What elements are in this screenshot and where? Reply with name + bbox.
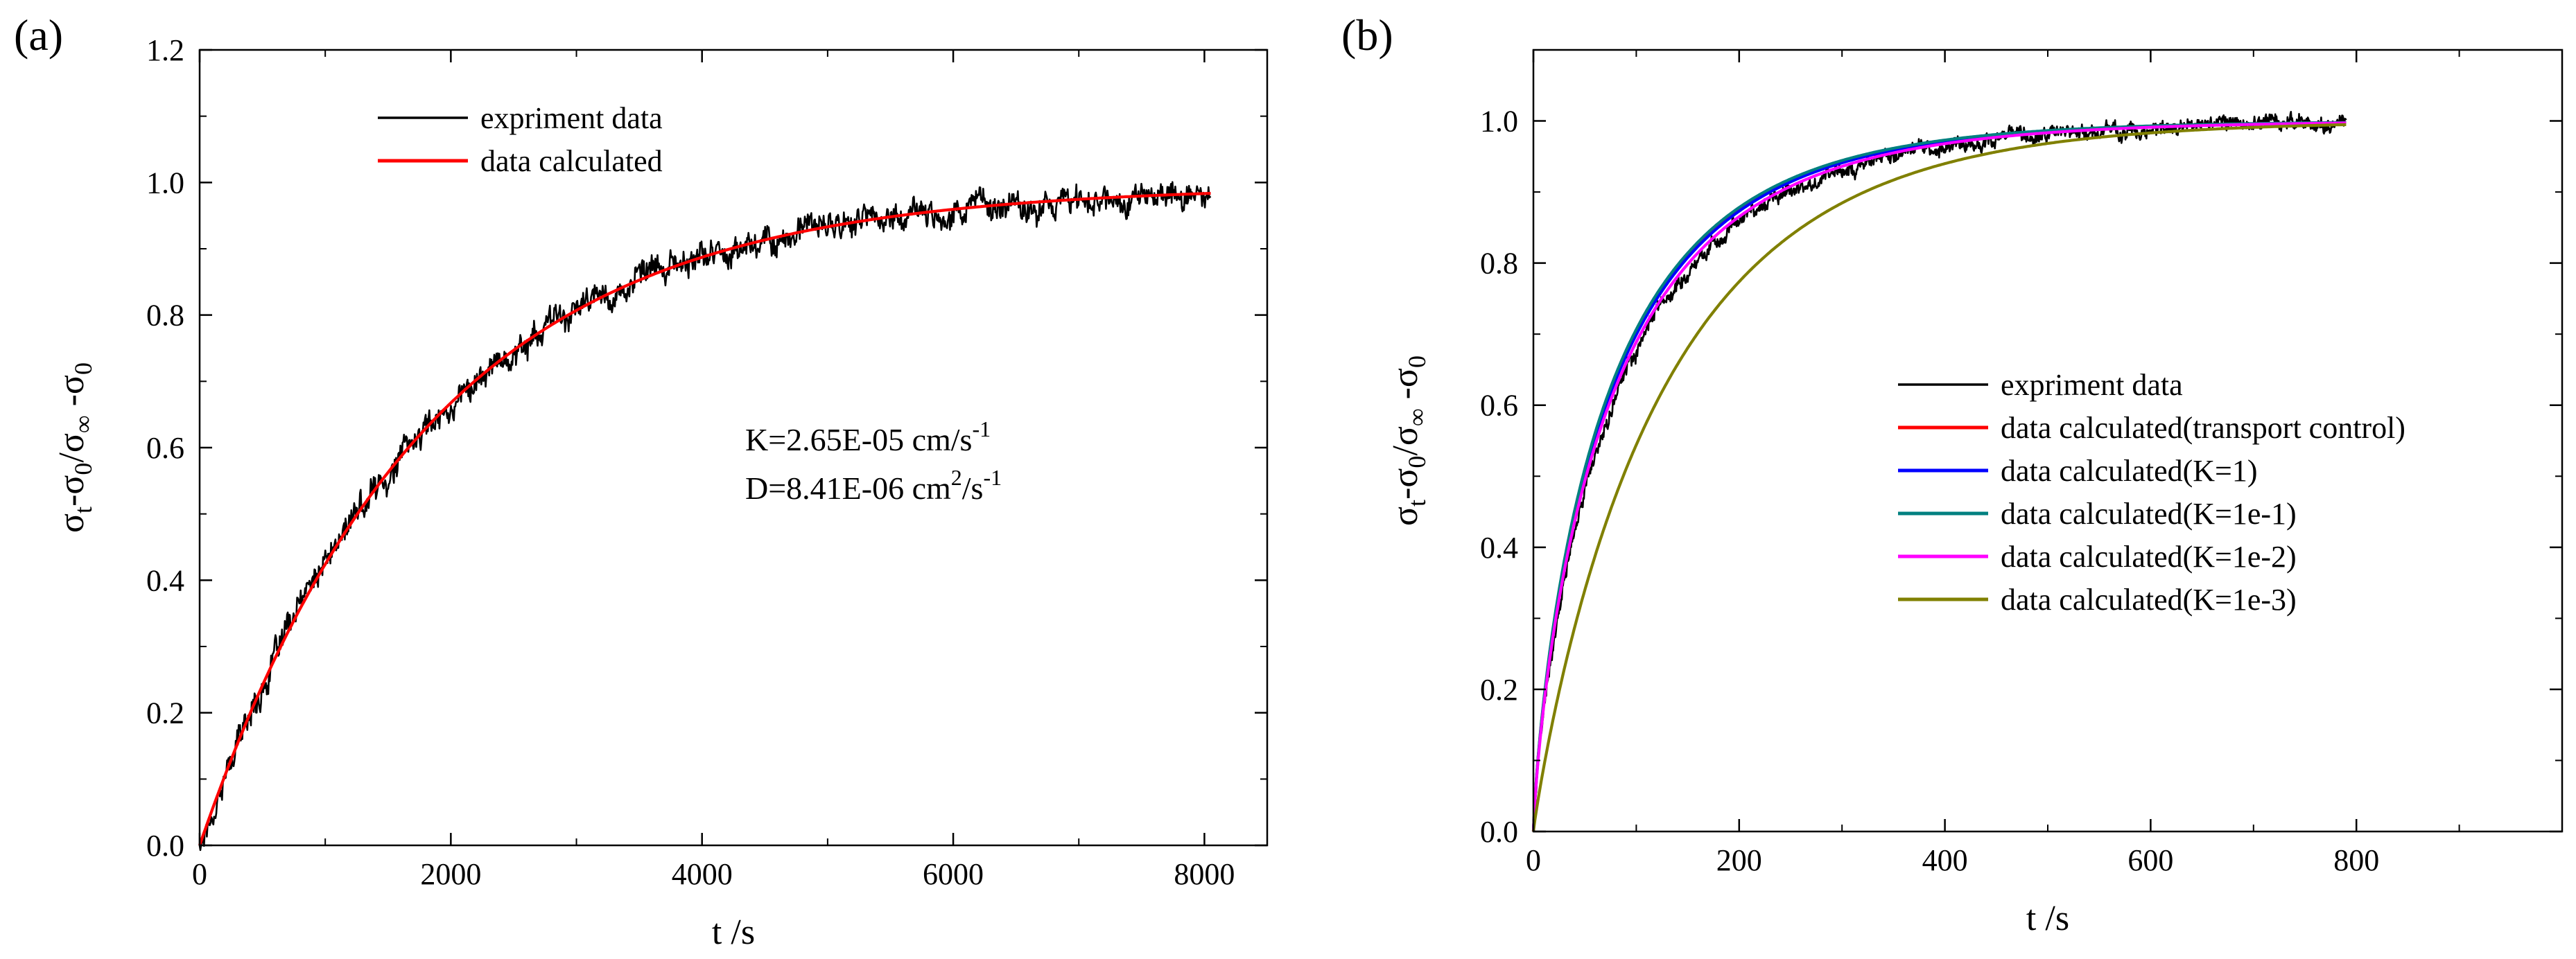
legend-label-b-3: data calculated(K=1e-1) (2001, 497, 2297, 531)
x-tick-label-a-0: 0 (192, 857, 207, 891)
y-tick-label-b-2: 0.4 (1480, 531, 1518, 565)
x-axis-title-a: t /s (712, 913, 755, 952)
annotation-k-base: K=2.65E-05 cm/s (745, 422, 972, 457)
y-ticks-a: 0.0 0.2 0.4 0.6 0.8 1.0 1.2 (146, 33, 1267, 863)
y-tick-label-a-4: 0.8 (146, 299, 184, 333)
annotations-a: K=2.65E-05 cm/s-1D=8.41E-06 cm2/s-1 (745, 416, 1002, 506)
y-tick-label-b-4: 0.8 (1480, 247, 1518, 281)
annotation-d-sup: -1 (983, 465, 1002, 490)
ylabel-sub-t: t (1403, 500, 1431, 507)
ylabel-dash-sigma-2: -σ (52, 375, 92, 415)
legend-label-b-4: data calculated(K=1e-2) (2001, 540, 2297, 574)
series-line-a-0 (198, 181, 1212, 852)
ylabel-sub-0-2: 0 (69, 362, 97, 375)
annotation-k-value: K=2.65E-05 cm/s-1 (745, 416, 991, 457)
x-tick-label-a-4: 8000 (1174, 857, 1235, 891)
legend-a: expriment data data calculated (378, 101, 663, 178)
annotation-d-value: D=8.41E-06 cm2/s-1 (745, 465, 1002, 506)
panel-label-a: (a) (14, 10, 63, 60)
chart-a: 0 2000 4000 6000 8000 0.0 0.2 0.4 0.6 0.8 1.0 1.2 t … (52, 33, 1269, 952)
ylabel-sub-0-2: 0 (1403, 355, 1431, 368)
ylabel-dash-sigma: -σ (52, 475, 92, 507)
x-tick-label-b-4: 800 (2333, 843, 2379, 877)
ylabel-sub-t: t (69, 507, 97, 513)
ylabel-sigma: σ (1386, 507, 1425, 526)
y-ticks-b: 0.0 0.2 0.4 0.6 0.8 1.0 (1480, 49, 2562, 849)
x-ticks-a: 0 2000 4000 6000 8000 (192, 50, 1235, 891)
x-ticks-b: 0 200 400 600 800 (1526, 50, 2460, 877)
ylabel-sub-0: 0 (69, 463, 97, 475)
annotation-d-sup-2: 2 (951, 465, 962, 490)
x-tick-label-a-3: 6000 (923, 857, 984, 891)
x-tick-label-b-3: 600 (2127, 843, 2173, 877)
series-line-b-5 (1531, 123, 2347, 832)
ylabel-sub-0: 0 (1403, 456, 1431, 468)
y-tick-label-b-1: 0.2 (1480, 673, 1518, 707)
series-line-b-4 (1531, 121, 2347, 832)
panel-label-b: (b) (1341, 10, 1393, 60)
y-axis-title-a: σt-σ0/σ∞ -σ0 (52, 362, 97, 533)
series-group-b (1531, 111, 2347, 832)
legend-label-a-0: expriment data (480, 101, 663, 135)
ylabel-slash-sigma: /σ (1386, 426, 1425, 455)
plot-frame-a (198, 49, 1269, 847)
annotation-d-base: D=8.41E-06 cm (745, 470, 951, 506)
y-tick-label-a-2: 0.4 (146, 563, 184, 597)
y-tick-label-a-3: 0.6 (146, 431, 184, 465)
legend-b: expriment data data calculated(transport … (1898, 368, 2405, 617)
y-tick-label-b-5: 1.0 (1480, 105, 1518, 139)
x-tick-label-b-0: 0 (1526, 843, 1541, 877)
ylabel-dash-sigma-2: -σ (1386, 368, 1425, 408)
y-tick-label-b-3: 0.6 (1480, 389, 1518, 423)
legend-label-b-1: data calculated(transport control) (2001, 411, 2405, 445)
x-axis-title-b: t /s (2026, 899, 2069, 938)
annotation-d-rest: /s (962, 470, 984, 506)
ylabel-dash-sigma: -σ (1386, 468, 1425, 500)
ylabel-sub-inf: ∞ (1403, 408, 1431, 426)
x-tick-label-b-2: 400 (1922, 843, 1968, 877)
legend-label-b-5: data calculated(K=1e-3) (2001, 583, 2297, 617)
ylabel-sigma: σ (52, 513, 92, 533)
chart-b: 0 200 400 600 8000.00.20.40.60.81.0t /sσt-σ0… (1386, 49, 2564, 938)
y-tick-label-a-6: 1.2 (146, 33, 184, 67)
legend-label-b-2: data calculated(K=1) (2001, 454, 2258, 488)
x-tick-label-a-1: 2000 (420, 857, 481, 891)
series-group-a (198, 181, 1212, 852)
y-tick-label-a-5: 1.0 (146, 166, 184, 200)
legend-label-a-1: data calculated (480, 144, 663, 178)
x-tick-label-a-2: 4000 (672, 857, 733, 891)
y-tick-label-a-0: 0.0 (146, 829, 184, 863)
ylabel-slash-sigma: /σ (52, 433, 92, 462)
legend-label-b-0: expriment data (2001, 368, 2183, 402)
series-line-b-0 (1532, 111, 2347, 832)
annotation-k-sup: -1 (972, 416, 991, 441)
y-axis-title-b: σt-σ0/σ∞ -σ0 (1386, 355, 1431, 526)
ylabel-sub-inf: ∞ (69, 415, 97, 433)
x-tick-label-b-1: 200 (1716, 843, 1762, 877)
y-tick-label-a-1: 0.2 (146, 696, 184, 730)
y-tick-label-b-0: 0.0 (1480, 815, 1518, 849)
series-line-a-1 (198, 191, 1211, 846)
